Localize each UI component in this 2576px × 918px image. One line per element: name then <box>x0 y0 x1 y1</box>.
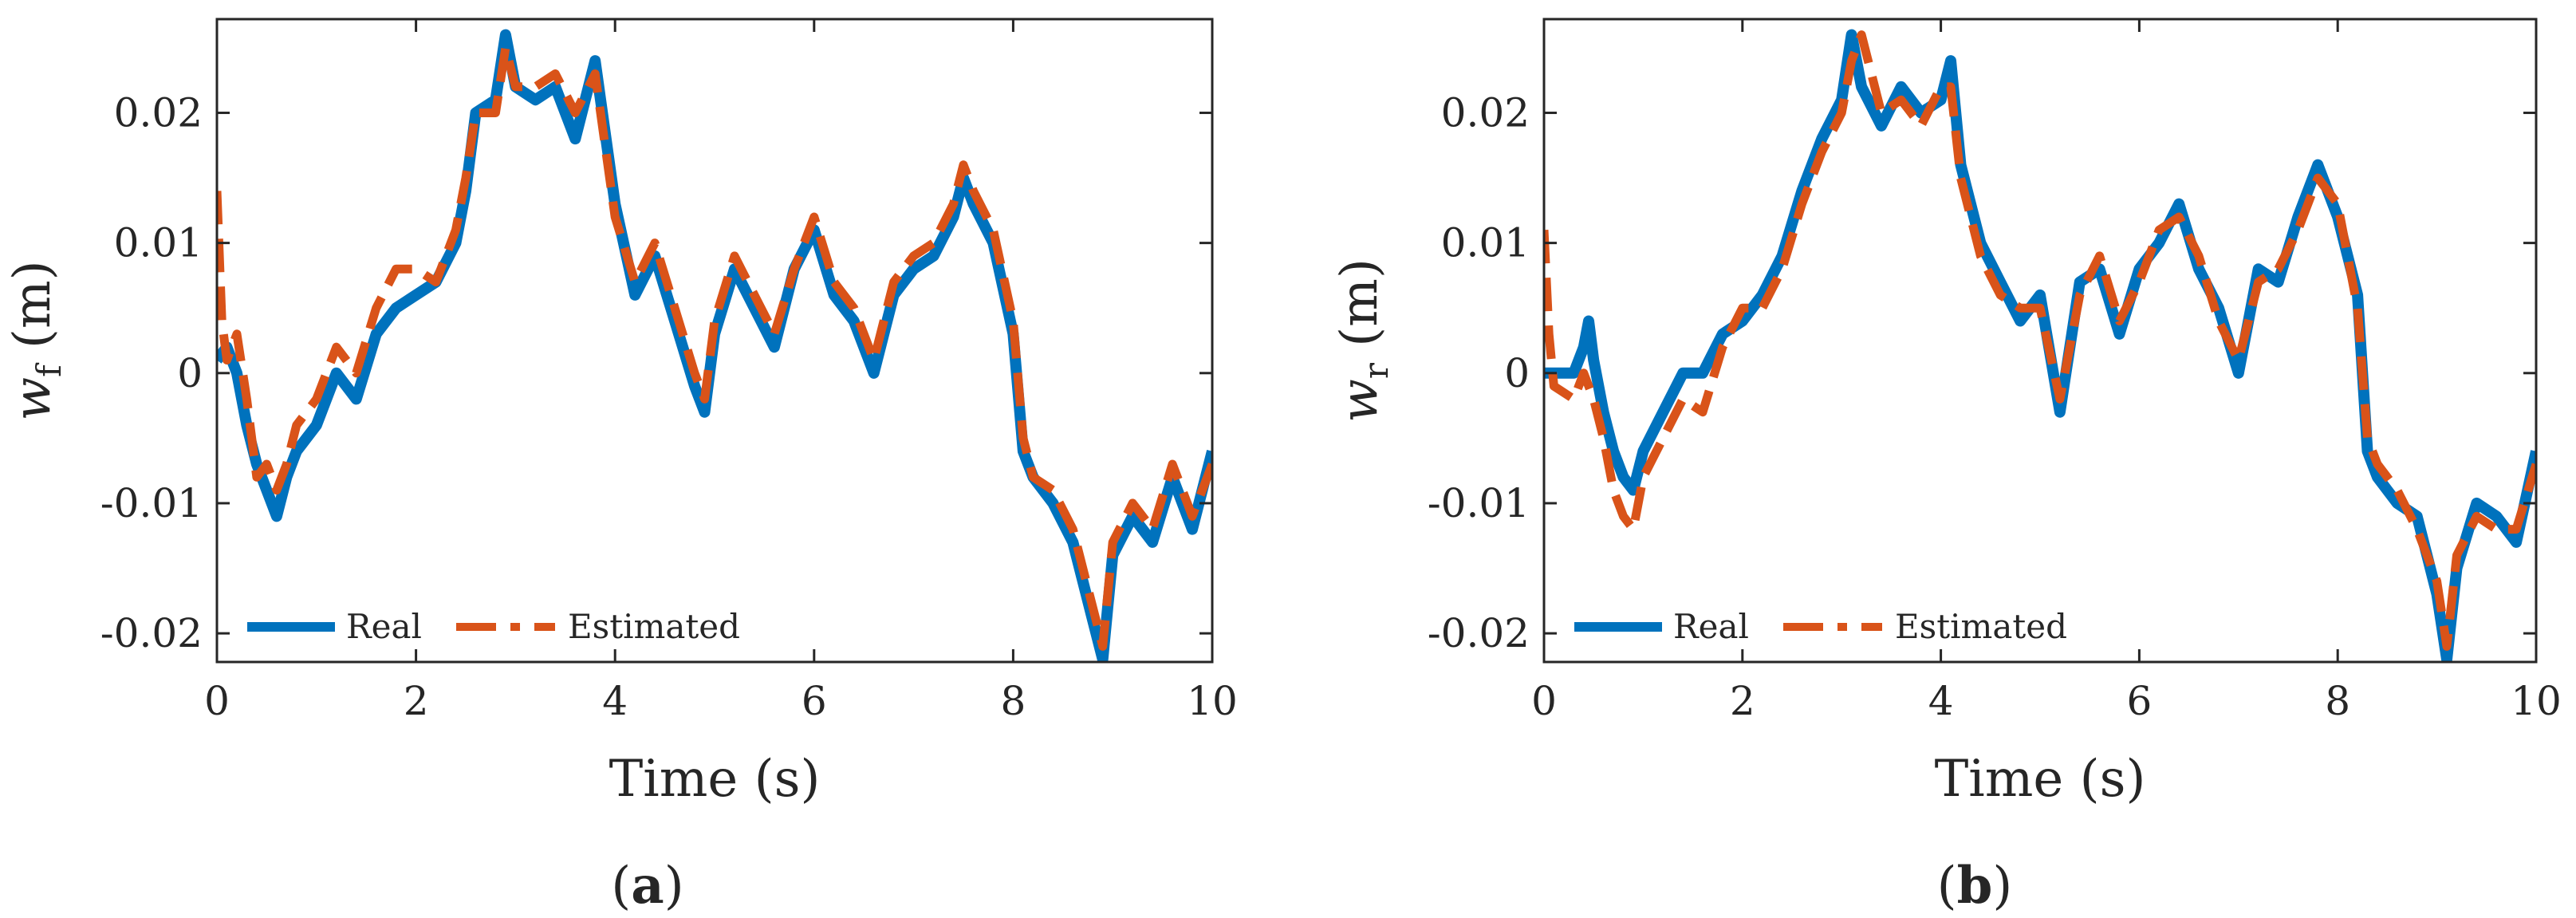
x-tick-label: 4 <box>602 678 628 724</box>
y-tick-label: -0.01 <box>1428 480 1530 526</box>
legend-label-estimated: Estimated <box>1895 607 2067 646</box>
x-tick-label: 0 <box>1531 678 1557 724</box>
x-tick-label: 10 <box>1187 678 1238 724</box>
panel-label-close: ) <box>664 857 684 916</box>
legend-label-real: Real <box>346 607 422 646</box>
legend-label-real: Real <box>1673 607 1749 646</box>
axes-box <box>215 18 1214 664</box>
y-axis-subscript: f <box>30 362 69 377</box>
legend-label-estimated: Estimated <box>568 607 740 646</box>
y-tick-label: 0.01 <box>1441 220 1530 266</box>
y-axis-space <box>3 349 62 364</box>
y-tick-label: -0.02 <box>100 610 203 656</box>
panel-label-letter: a <box>631 856 664 916</box>
x-tick-label: 4 <box>1928 678 1954 724</box>
series-line-real <box>1544 29 2536 662</box>
x-tick-label: 2 <box>404 678 429 724</box>
axes-box <box>1542 18 2538 664</box>
panel-label-open: ( <box>1937 857 1957 916</box>
series-group <box>1544 29 2536 662</box>
x-tick-label: 2 <box>1730 678 1755 724</box>
y-axis-unit: (m) <box>3 260 62 349</box>
x-tick-label: 10 <box>2511 678 2562 724</box>
y-axis-space <box>1330 347 1389 363</box>
series-line-estimated <box>1544 30 2536 651</box>
y-tick-label: -0.01 <box>100 480 203 526</box>
panel-b: 0 2 4 6 8 10 -0.02 -0.01 0 0.01 0.02 Time (s) wr (m)… <box>1330 18 2562 916</box>
panel-label-letter: b <box>1957 856 1993 916</box>
x-tick-label: 8 <box>2325 678 2350 724</box>
y-axis-symbol: w <box>3 377 62 421</box>
y-tick-label: 0 <box>177 350 203 396</box>
panel-label: (a) <box>611 856 683 916</box>
y-tick-label: 0 <box>1504 350 1530 396</box>
x-tick-label: 0 <box>204 678 230 724</box>
x-tick-label: 8 <box>1000 678 1026 724</box>
series-line-estimated <box>217 43 1212 651</box>
y-axis-label: wf (m) <box>3 260 69 420</box>
y-tick-label: 0.01 <box>114 220 203 266</box>
x-tick-label: 6 <box>2126 678 2152 724</box>
panel-a: 0 2 4 6 8 10 -0.02 -0.01 0 0.01 0.02 Time (s) wf (m)… <box>3 18 1238 916</box>
x-tick-label: 6 <box>802 678 827 724</box>
y-tick-label: 0.02 <box>114 89 203 136</box>
panel-label: (b) <box>1937 856 2013 916</box>
panel-label-open: ( <box>611 857 631 916</box>
y-axis-subscript: r <box>1357 362 1396 379</box>
y-axis-symbol: w <box>1330 379 1389 423</box>
x-axis-label: Time (s) <box>1935 750 2146 809</box>
y-axis-unit: (m) <box>1330 258 1389 347</box>
x-axis-label: Time (s) <box>609 750 821 809</box>
y-tick-label: 0.02 <box>1441 89 1530 136</box>
series-group <box>217 29 1212 662</box>
y-axis-label: wr (m) <box>1330 258 1396 423</box>
panel-label-close: ) <box>1992 857 2012 916</box>
y-tick-label: -0.02 <box>1428 610 1530 656</box>
